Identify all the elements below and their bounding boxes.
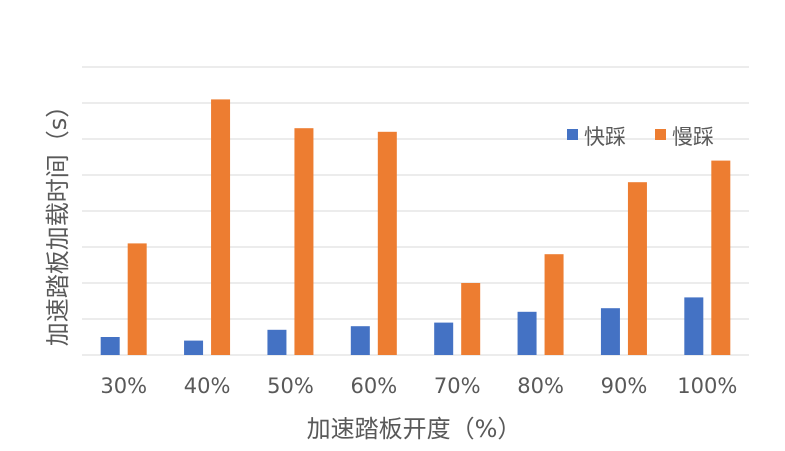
bar-slow-50pct xyxy=(294,128,314,355)
x-tick-label: 100% xyxy=(677,374,737,398)
bar-fast-50pct xyxy=(267,329,287,355)
x-tick-label: 30% xyxy=(100,374,147,398)
x-axis-title: 加速踏板开度（%） xyxy=(307,415,522,443)
x-tick-label: 50% xyxy=(267,374,314,398)
bar-slow-100pct xyxy=(711,160,731,355)
bar-slow-80pct xyxy=(544,254,564,355)
y-axis-title: 加速踏板加载时间（s） xyxy=(44,94,72,347)
legend-swatch-fast xyxy=(567,129,578,140)
bar-fast-100pct xyxy=(684,297,704,355)
x-tick-label: 90% xyxy=(601,374,648,398)
bar-fast-40pct xyxy=(184,340,204,355)
x-tick-label: 60% xyxy=(350,374,397,398)
bar-fast-80pct xyxy=(517,311,537,355)
bar-slow-70pct xyxy=(461,283,481,355)
bar-fast-70pct xyxy=(434,322,454,355)
bar-fast-90pct xyxy=(600,308,620,355)
bars xyxy=(100,99,731,356)
bar-slow-40pct xyxy=(211,99,231,356)
x-tick-label: 80% xyxy=(517,374,564,398)
x-tick-label: 40% xyxy=(184,374,231,398)
legend-label-slow: 慢踩 xyxy=(672,125,714,149)
x-tick-label: 70% xyxy=(434,374,481,398)
x-tick-labels: 30% 40% 50% 60% 70% 80% 90% 100% xyxy=(100,374,737,398)
legend: 快踩 慢踩 xyxy=(567,125,714,149)
legend-label-fast: 快踩 xyxy=(584,125,626,149)
bar-slow-60pct xyxy=(377,131,397,355)
bar-fast-60pct xyxy=(350,326,370,355)
bar-slow-90pct xyxy=(627,182,647,355)
gridlines xyxy=(82,66,749,356)
legend-swatch-slow xyxy=(655,129,666,140)
bar-fast-30pct xyxy=(100,337,120,355)
bar-slow-30pct xyxy=(127,243,147,355)
